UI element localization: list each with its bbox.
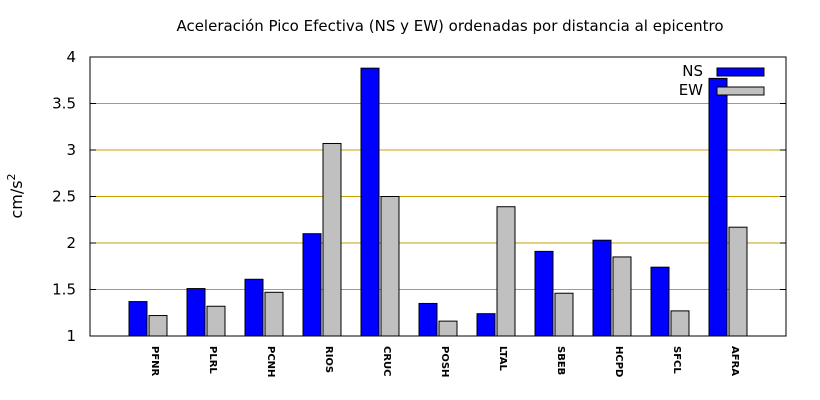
bar-ew-sfcl bbox=[670, 310, 690, 337]
x-tick-label-posh: POSH bbox=[439, 346, 450, 377]
y-tick-label: 1.5 bbox=[52, 281, 76, 299]
bar-ns-pfnr bbox=[128, 301, 148, 337]
y-tick-label: 3.5 bbox=[52, 95, 76, 113]
bar-ns-cruc bbox=[360, 67, 380, 337]
x-tick-label-cruc: CRUC bbox=[381, 346, 392, 377]
y-tick-label: 2.5 bbox=[52, 188, 76, 206]
bar-ns-hcpd bbox=[592, 239, 612, 337]
x-tick-label-pfnr: PFNR bbox=[149, 346, 160, 377]
bar-ns-pcnh bbox=[244, 278, 264, 337]
bar-ew-pfnr bbox=[148, 315, 168, 337]
bar-ns-ltal bbox=[476, 313, 496, 337]
bar-ns-posh bbox=[418, 302, 438, 337]
bar-ns-sbeb bbox=[534, 250, 554, 337]
bar-ns-sfcl bbox=[650, 266, 670, 337]
bar-ns-rios bbox=[302, 233, 322, 337]
x-tick-label-rios: RIOS bbox=[323, 346, 334, 373]
bar-ew-cruc bbox=[380, 196, 400, 337]
legend-swatch-ew bbox=[716, 86, 765, 96]
bar-ew-rios bbox=[322, 142, 342, 337]
bars bbox=[128, 67, 748, 337]
y-tick-label: 3 bbox=[66, 141, 76, 159]
bar-ew-afra bbox=[728, 226, 748, 337]
x-tick-label-hcpd: HCPD bbox=[613, 346, 624, 377]
gridlines bbox=[90, 103, 786, 290]
y-tick-label: 2 bbox=[66, 234, 76, 252]
y-tick-label: 1 bbox=[66, 327, 76, 345]
x-tick-label-afra: AFRA bbox=[729, 346, 740, 376]
bar-ew-sbeb bbox=[554, 292, 574, 337]
legend-swatch-ns bbox=[716, 67, 765, 77]
y-axis-label-unit: cm/s bbox=[7, 180, 26, 218]
y-tick-label: 4 bbox=[66, 48, 76, 66]
legend-label-ns: NS bbox=[682, 62, 703, 80]
y-axis-label: cm/s2 bbox=[5, 173, 26, 218]
y-axis-ticks: 1 1.5 2 2.5 3 3.5 4 bbox=[52, 48, 786, 345]
bar-ns-afra bbox=[708, 77, 728, 337]
bar-ew-pcnh bbox=[264, 291, 284, 337]
x-tick-label-plrl: PLRL bbox=[207, 346, 218, 374]
x-tick-label-ltal: LTAL bbox=[497, 346, 508, 372]
bar-ns-plrl bbox=[186, 288, 206, 337]
x-tick-label-sfcl: SFCL bbox=[671, 346, 682, 374]
bar-ew-posh bbox=[438, 320, 458, 337]
bar-ew-hcpd bbox=[612, 256, 632, 337]
bar-ew-ltal bbox=[496, 206, 516, 337]
x-tick-label-pcnh: PCNH bbox=[265, 346, 276, 377]
legend-label-ew: EW bbox=[679, 81, 703, 99]
x-axis-ticks: PFNR PLRL PCNH RIOS CRUC POSH LTAL SBEB HCPD SFCL… bbox=[149, 346, 740, 377]
x-tick-label-sbeb: SBEB bbox=[555, 346, 566, 375]
y-axis-label-superscript: 2 bbox=[5, 173, 18, 180]
chart-title: Aceleración Pico Efectiva (NS y EW) orde… bbox=[176, 17, 723, 35]
legend: NS EW bbox=[679, 62, 765, 99]
bar-ew-plrl bbox=[206, 305, 226, 337]
